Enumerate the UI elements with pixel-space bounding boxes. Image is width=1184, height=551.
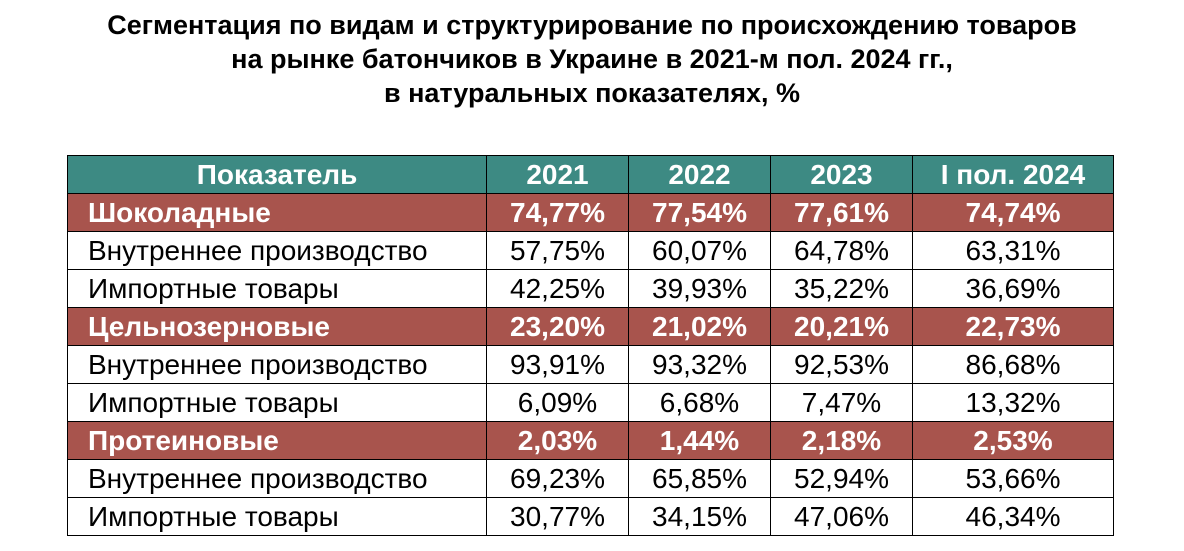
value-cell: 34,15% [629, 498, 771, 536]
value-cell: 36,69% [913, 270, 1114, 308]
title-line-1: Сегментация по видам и структурирование … [0, 8, 1184, 42]
row-label: Цельнозерновые [68, 308, 487, 346]
title-line-3: в натуральных показателях, % [0, 76, 1184, 110]
value-cell: 64,78% [771, 232, 913, 270]
value-cell: 57,75% [487, 232, 629, 270]
row-label: Шоколадные [68, 194, 487, 232]
value-cell: 13,32% [913, 384, 1114, 422]
header-cell: Показатель [68, 156, 487, 194]
value-cell: 2,18% [771, 422, 913, 460]
row-label: Внутреннее производство [68, 346, 487, 384]
data-table: Показатель 2021 2022 2023 I пол. 2024 Шо… [67, 155, 1114, 536]
row-label: Внутреннее производство [68, 232, 487, 270]
value-cell: 2,53% [913, 422, 1114, 460]
value-cell: 42,25% [487, 270, 629, 308]
table-row: Внутреннее производство 69,23% 65,85% 52,94… [68, 460, 1114, 498]
value-cell: 65,85% [629, 460, 771, 498]
value-cell: 20,21% [771, 308, 913, 346]
value-cell: 69,23% [487, 460, 629, 498]
value-cell: 92,53% [771, 346, 913, 384]
segment-row: Цельнозерновые 23,20% 21,02% 20,21% 22,73% [68, 308, 1114, 346]
table-row: Внутреннее производство 57,75% 60,07% 64,78… [68, 232, 1114, 270]
value-cell: 93,91% [487, 346, 629, 384]
value-cell: 53,66% [913, 460, 1114, 498]
value-cell: 77,61% [771, 194, 913, 232]
value-cell: 46,34% [913, 498, 1114, 536]
header-cell: I пол. 2024 [913, 156, 1114, 194]
segment-row: Шоколадные 74,77% 77,54% 77,61% 74,74% [68, 194, 1114, 232]
row-label: Импортные товары [68, 498, 487, 536]
chart-title: Сегментация по видам и структурирование … [0, 8, 1184, 110]
value-cell: 21,02% [629, 308, 771, 346]
table-row: Импортные товары 42,25% 39,93% 35,22% 36,69% [68, 270, 1114, 308]
value-cell: 2,03% [487, 422, 629, 460]
row-label: Импортные товары [68, 384, 487, 422]
value-cell: 74,77% [487, 194, 629, 232]
value-cell: 6,68% [629, 384, 771, 422]
table-header-row: Показатель 2021 2022 2023 I пол. 2024 [68, 156, 1114, 194]
value-cell: 93,32% [629, 346, 771, 384]
value-cell: 1,44% [629, 422, 771, 460]
value-cell: 7,47% [771, 384, 913, 422]
value-cell: 35,22% [771, 270, 913, 308]
value-cell: 63,31% [913, 232, 1114, 270]
value-cell: 22,73% [913, 308, 1114, 346]
table-row: Импортные товары 6,09% 6,68% 7,47% 13,32% [68, 384, 1114, 422]
value-cell: 52,94% [771, 460, 913, 498]
table-row: Импортные товары 30,77% 34,15% 47,06% 46,34% [68, 498, 1114, 536]
row-label: Протеиновые [68, 422, 487, 460]
row-label: Внутреннее производство [68, 460, 487, 498]
title-line-2: на рынке батончиков в Украине в 2021-м п… [0, 42, 1184, 76]
value-cell: 6,09% [487, 384, 629, 422]
value-cell: 47,06% [771, 498, 913, 536]
table-row: Внутреннее производство 93,91% 93,32% 92,53… [68, 346, 1114, 384]
header-cell: 2021 [487, 156, 629, 194]
value-cell: 74,74% [913, 194, 1114, 232]
value-cell: 23,20% [487, 308, 629, 346]
value-cell: 30,77% [487, 498, 629, 536]
value-cell: 60,07% [629, 232, 771, 270]
segment-row: Протеиновые 2,03% 1,44% 2,18% 2,53% [68, 422, 1114, 460]
table-body: Шоколадные 74,77% 77,54% 77,61% 74,74% Внутре… [68, 194, 1114, 536]
value-cell: 77,54% [629, 194, 771, 232]
value-cell: 39,93% [629, 270, 771, 308]
header-cell: 2022 [629, 156, 771, 194]
header-cell: 2023 [771, 156, 913, 194]
value-cell: 86,68% [913, 346, 1114, 384]
row-label: Импортные товары [68, 270, 487, 308]
